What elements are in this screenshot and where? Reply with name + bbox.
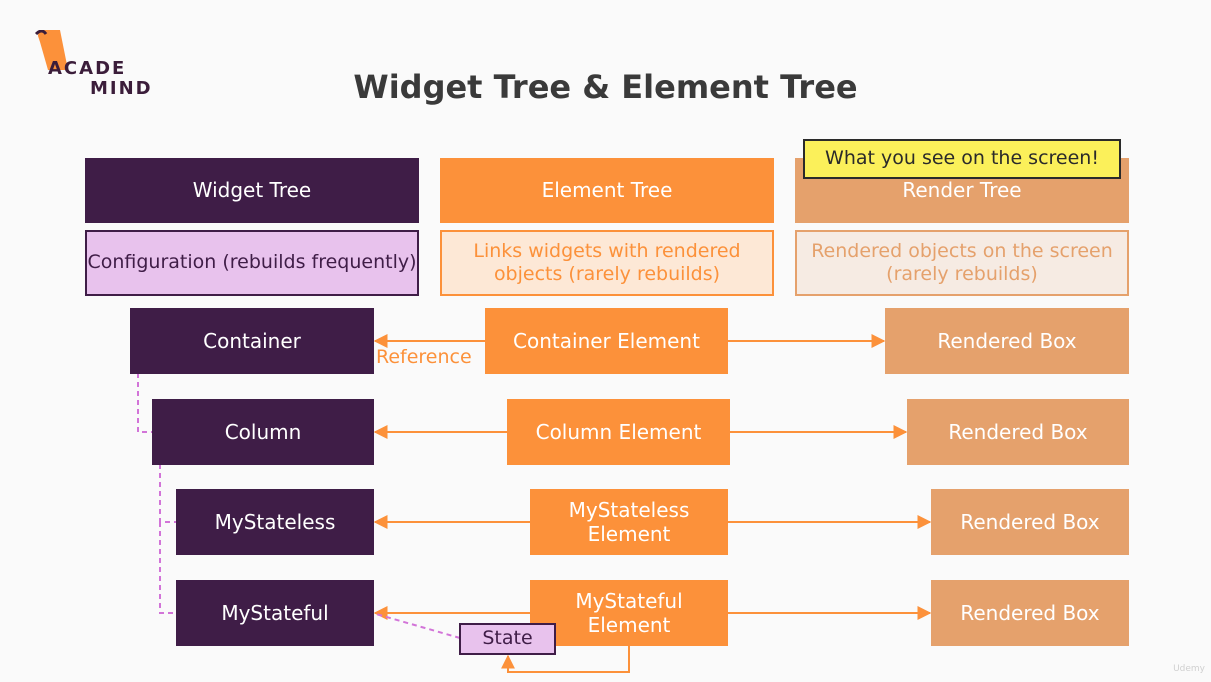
logo-line-1: ACADE — [48, 58, 127, 79]
render-box-1: Rendered Box — [885, 308, 1129, 374]
academind-logo: ACADE MIND — [34, 30, 164, 100]
widget-mystateful: MyStateful — [176, 580, 374, 646]
element-mystateless: MyStateless Element — [530, 489, 728, 555]
state-loop-arrow — [501, 645, 630, 673]
widget-mystateless: MyStateless — [176, 489, 374, 555]
widget-container: Container — [130, 308, 374, 374]
state-link-line — [375, 613, 461, 639]
element-column: Column Element — [507, 399, 730, 465]
widget-column: Column — [152, 399, 374, 465]
render-box-2: Rendered Box — [907, 399, 1129, 465]
widget-tree-header: Widget Tree — [85, 158, 419, 223]
element-tree-description: Links widgets with rendered objects (rar… — [440, 230, 774, 296]
render-tree-description: Rendered objects on the screen (rarely r… — [795, 230, 1129, 296]
hierarchy-line-3 — [159, 522, 176, 614]
logo-scroll-icon — [34, 30, 68, 70]
slide-title: Widget Tree & Element Tree — [353, 68, 858, 106]
logo-line-2: MIND — [90, 78, 153, 99]
udemy-watermark: Udemy — [1173, 664, 1205, 674]
widget-tree-description: Configuration (rebuilds frequently) — [85, 230, 419, 296]
callout-note: What you see on the screen! — [803, 139, 1121, 179]
hierarchy-line-2 — [159, 464, 176, 523]
hierarchy-line-1 — [137, 373, 152, 433]
element-container: Container Element — [485, 308, 728, 374]
render-box-4: Rendered Box — [931, 580, 1129, 646]
render-box-3: Rendered Box — [931, 489, 1129, 555]
state-box: State — [459, 623, 556, 655]
element-tree-header: Element Tree — [440, 158, 774, 223]
element-mystateful: MyStateful Element — [530, 580, 728, 646]
reference-label: Reference — [376, 346, 472, 368]
